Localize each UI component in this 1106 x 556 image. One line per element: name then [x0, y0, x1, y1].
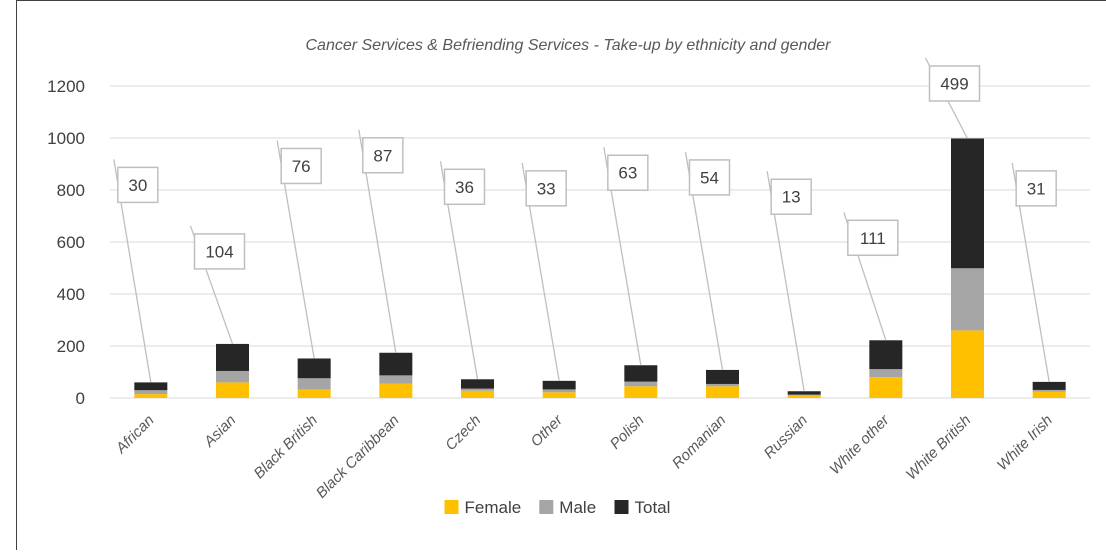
chart-frame: Cancer Services & Befriending Services -…	[16, 0, 1106, 550]
bar-female-black-british	[297, 389, 331, 398]
y-tick-label: 600	[57, 233, 85, 252]
bar-total-czech	[461, 379, 494, 389]
data-label: 13	[782, 188, 801, 207]
data-label: 36	[455, 178, 474, 197]
bar-male-african	[134, 390, 168, 395]
bar-total-white-other	[869, 340, 903, 370]
data-label: 31	[1027, 179, 1046, 198]
bar-female-other	[542, 392, 576, 398]
data-label: 63	[618, 164, 637, 183]
stacked-bar-chart: Cancer Services & Befriending Services -…	[47, 37, 1090, 517]
bar-female-romanian	[706, 386, 739, 398]
data-label-box	[928, 65, 981, 102]
data-label-box	[688, 159, 731, 196]
bar-male-russian	[787, 394, 821, 396]
bar-female-asian	[216, 382, 249, 398]
data-label: 33	[537, 179, 556, 198]
bar-female-white-british	[951, 330, 984, 398]
bar-total-african	[134, 382, 168, 391]
legend-swatch-female	[444, 500, 459, 514]
data-label-box	[443, 168, 486, 206]
data-label: 111	[860, 229, 886, 248]
data-label: 54	[700, 168, 719, 187]
y-tick-label: 1200	[47, 77, 85, 96]
data-label-box	[280, 147, 322, 185]
bar-female-white-irish	[1032, 391, 1066, 398]
bar-female-russian	[787, 395, 821, 398]
bar-male-polish	[624, 381, 658, 387]
x-tick-label: Asian	[200, 412, 239, 451]
x-tick-label: Black British	[251, 412, 321, 482]
bar-total-white-irish	[1032, 381, 1066, 390]
data-label-box	[1015, 170, 1057, 207]
data-label: 30	[128, 176, 147, 195]
data-label: 499	[940, 75, 968, 94]
bar-total-black-caribbean	[379, 352, 413, 376]
data-label-box	[607, 154, 649, 191]
bar-male-other	[542, 389, 576, 393]
bar-male-asian	[216, 370, 249, 383]
bar-male-black-british	[297, 378, 331, 390]
bar-total-black-british	[297, 358, 331, 379]
x-tick-label: Polish	[607, 412, 648, 453]
y-tick-label: 800	[57, 181, 85, 200]
bar-female-polish	[624, 386, 658, 398]
data-label-box	[770, 178, 812, 215]
data-label: 76	[292, 157, 311, 176]
bar-female-african	[134, 394, 168, 398]
data-label-box	[117, 166, 159, 204]
y-tick-label: 1000	[47, 129, 85, 148]
bar-total-other	[542, 380, 576, 390]
legend-swatch-male	[539, 500, 554, 514]
y-tick-label: 200	[57, 337, 85, 356]
data-label: 104	[205, 242, 233, 261]
legend-label-female: Female	[465, 498, 522, 517]
data-label-box	[525, 170, 567, 207]
x-tick-label: White Irish	[994, 412, 1056, 474]
data-label-box	[193, 233, 246, 270]
legend-swatch-total	[614, 500, 629, 514]
x-tick-label: White other	[826, 411, 893, 478]
bar-female-white-other	[869, 377, 903, 398]
legend-label-total: Total	[635, 498, 671, 517]
x-tick-label: African	[112, 412, 158, 458]
bar-male-white-british	[951, 268, 984, 331]
data-label-box	[847, 219, 899, 257]
chart-legend: Female Male Total	[444, 498, 671, 517]
x-tick-label: Czech	[442, 412, 484, 454]
bar-female-black-caribbean	[379, 383, 413, 398]
legend-label-male: Male	[559, 498, 596, 517]
bar-male-white-irish	[1032, 389, 1066, 392]
bar-male-czech	[461, 388, 494, 391]
bar-total-asian	[216, 343, 249, 371]
y-tick-label: 0	[76, 389, 85, 408]
chart-title: Cancer Services & Befriending Services -…	[305, 37, 831, 54]
x-tick-label: Black Caribbean	[313, 412, 403, 502]
bar-male-black-caribbean	[379, 375, 413, 384]
x-tick-label: Russian	[761, 412, 811, 462]
bar-male-romanian	[706, 383, 739, 387]
bar-total-russian	[787, 391, 821, 395]
bar-total-romanian	[706, 369, 739, 384]
bar-total-white-british	[951, 138, 984, 269]
x-tick-label: Romanian	[669, 412, 729, 472]
x-tick-label: Other	[527, 411, 566, 450]
y-tick-label: 400	[57, 285, 85, 304]
x-tick-label: White British	[903, 412, 975, 484]
data-label-box	[362, 137, 404, 174]
data-label: 87	[373, 146, 392, 165]
bar-total-polish	[624, 365, 658, 382]
bar-female-czech	[461, 390, 494, 398]
bar-male-white-other	[869, 369, 903, 378]
